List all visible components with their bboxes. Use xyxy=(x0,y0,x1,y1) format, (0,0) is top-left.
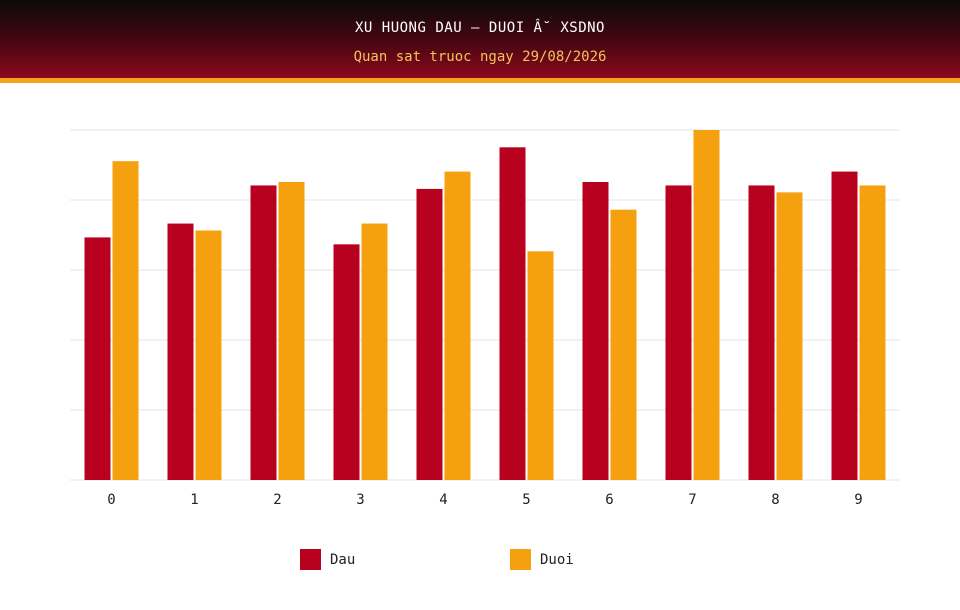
x-tick-label-0: 0 xyxy=(107,492,115,508)
chart-header xyxy=(0,0,960,78)
bar-duoi-0[interactable] xyxy=(112,161,139,481)
legend-label-duoi: Duoi xyxy=(540,551,574,568)
bars xyxy=(84,130,886,481)
legend-item-dau[interactable]: Dau xyxy=(300,549,355,570)
chart-title: XU HUONG DAU – DUOI Â˘ XSDNO xyxy=(354,20,605,36)
x-tick-label-1: 1 xyxy=(190,492,198,508)
x-tick-label-4: 4 xyxy=(439,492,447,508)
x-tick-label-5: 5 xyxy=(522,492,530,508)
x-tick-label-2: 2 xyxy=(273,492,281,508)
bar-duoi-2[interactable] xyxy=(278,181,305,480)
x-axis-tick-labels: 0 1 2 3 4 5 6 7 8 9 xyxy=(107,492,862,508)
x-tick-label-3: 3 xyxy=(356,492,364,508)
bar-dau-8[interactable] xyxy=(748,185,775,480)
bar-dau-4[interactable] xyxy=(416,188,443,480)
bar-duoi-5[interactable] xyxy=(527,251,554,480)
x-tick-label-8: 8 xyxy=(771,492,779,508)
grid-lines xyxy=(70,129,900,481)
bar-duoi-8[interactable] xyxy=(776,192,803,481)
bar-dau-1[interactable] xyxy=(167,223,194,480)
bar-duoi-7[interactable] xyxy=(693,130,720,480)
bar-dau-3[interactable] xyxy=(333,244,360,480)
bar-dau-2[interactable] xyxy=(250,185,277,480)
chart-subtitle: Quan sat truoc ngay 29/08/2026 xyxy=(353,49,607,65)
bar-duoi-6[interactable] xyxy=(610,209,637,480)
x-tick-label-9: 9 xyxy=(854,492,862,508)
legend-swatch-dau xyxy=(300,549,321,570)
bar-duoi-3[interactable] xyxy=(361,223,388,480)
bar-dau-7[interactable] xyxy=(665,185,692,480)
bar-dau-6[interactable] xyxy=(582,181,609,480)
bar-duoi-9[interactable] xyxy=(859,185,886,480)
legend-label-dau: Dau xyxy=(330,551,356,568)
bar-dau-5[interactable] xyxy=(499,147,526,481)
bar-dau-9[interactable] xyxy=(831,171,858,480)
x-tick-label-7: 7 xyxy=(688,492,696,508)
bar-duoi-4[interactable] xyxy=(444,171,471,480)
legend: Dau Duoi xyxy=(0,549,960,573)
legend-swatch-duoi xyxy=(510,549,531,570)
header-accent-stripe xyxy=(0,78,960,83)
x-tick-label-6: 6 xyxy=(605,492,613,508)
bar-dau-0[interactable] xyxy=(84,237,111,480)
legend-item-duoi[interactable]: Duoi xyxy=(510,549,574,570)
bar-duoi-1[interactable] xyxy=(195,230,222,480)
